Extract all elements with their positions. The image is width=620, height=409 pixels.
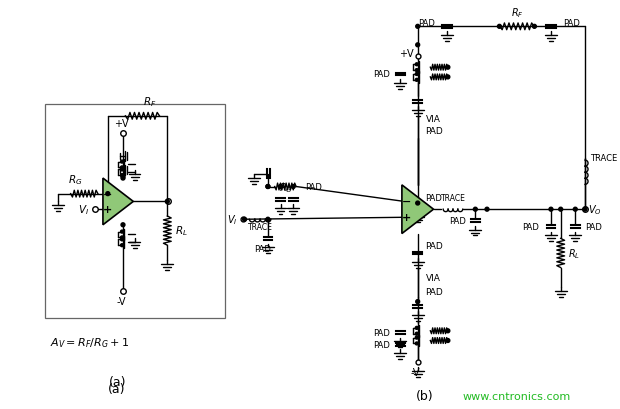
Circle shape <box>120 161 123 164</box>
Circle shape <box>106 192 110 196</box>
Circle shape <box>416 300 420 304</box>
Text: PAD: PAD <box>425 241 443 250</box>
Text: PAD: PAD <box>374 340 391 349</box>
Circle shape <box>485 208 489 211</box>
Text: PAD: PAD <box>585 222 602 231</box>
Text: $R_G$: $R_G$ <box>68 173 82 187</box>
Text: (b): (b) <box>415 389 433 402</box>
Text: PAD: PAD <box>374 328 391 337</box>
Circle shape <box>121 223 125 227</box>
Text: $A_V = R_F/R_G + 1$: $A_V = R_F/R_G + 1$ <box>50 336 130 350</box>
Circle shape <box>446 76 450 80</box>
Circle shape <box>266 185 270 189</box>
Text: -V: -V <box>117 296 126 306</box>
Circle shape <box>559 208 562 211</box>
Circle shape <box>266 218 270 222</box>
Circle shape <box>415 73 418 76</box>
Circle shape <box>446 339 450 343</box>
Circle shape <box>120 174 123 177</box>
Text: PAD: PAD <box>374 70 391 79</box>
Circle shape <box>121 177 125 181</box>
Circle shape <box>120 166 123 169</box>
Circle shape <box>416 44 420 47</box>
Circle shape <box>120 238 123 241</box>
Text: PAD: PAD <box>418 19 435 28</box>
Text: (a): (a) <box>107 382 125 395</box>
Text: TRACE: TRACE <box>441 194 466 203</box>
Text: −: − <box>103 189 112 199</box>
Circle shape <box>474 208 477 211</box>
Text: VIA: VIA <box>425 273 440 282</box>
Circle shape <box>415 336 418 339</box>
Circle shape <box>242 218 247 222</box>
Circle shape <box>415 79 418 82</box>
Text: $V_O$: $V_O$ <box>588 203 601 217</box>
Bar <box>45 105 225 318</box>
Text: +V: +V <box>399 49 414 58</box>
Text: PAD: PAD <box>523 222 539 231</box>
Text: TRACE: TRACE <box>247 222 273 231</box>
Circle shape <box>574 208 577 211</box>
Text: PAD: PAD <box>305 182 322 191</box>
Circle shape <box>549 208 553 211</box>
Text: www.cntronics.com: www.cntronics.com <box>463 391 571 401</box>
Text: −: − <box>402 197 412 207</box>
Circle shape <box>497 25 502 29</box>
Circle shape <box>120 169 123 171</box>
Circle shape <box>415 327 418 330</box>
Text: $R_L$: $R_L$ <box>175 224 188 238</box>
Text: PAD: PAD <box>425 127 443 135</box>
Text: PAD: PAD <box>449 217 466 226</box>
Circle shape <box>291 185 295 189</box>
Text: -V: -V <box>411 367 420 377</box>
Text: $R_L$: $R_L$ <box>569 247 580 260</box>
Circle shape <box>583 208 587 211</box>
Text: $V_I$: $V_I$ <box>78 203 89 217</box>
Text: (a): (a) <box>109 375 127 388</box>
Text: +: + <box>402 213 412 223</box>
Text: TRACE: TRACE <box>590 154 617 163</box>
Circle shape <box>416 202 420 205</box>
Circle shape <box>121 175 125 179</box>
Text: PAD: PAD <box>425 193 442 202</box>
Circle shape <box>278 185 283 189</box>
Text: +V: +V <box>113 119 128 129</box>
Polygon shape <box>103 179 133 225</box>
Circle shape <box>415 333 418 335</box>
Text: PAD: PAD <box>255 245 272 254</box>
Text: $R_F$: $R_F$ <box>510 6 523 20</box>
Polygon shape <box>402 185 433 234</box>
Circle shape <box>120 244 123 247</box>
Circle shape <box>446 66 450 70</box>
Circle shape <box>120 231 123 234</box>
Circle shape <box>166 200 169 204</box>
Circle shape <box>446 329 450 333</box>
Text: PAD: PAD <box>425 288 443 297</box>
Circle shape <box>415 342 418 345</box>
Circle shape <box>533 25 536 29</box>
Text: $R_G$: $R_G$ <box>278 181 292 195</box>
Circle shape <box>266 185 270 189</box>
Text: +: + <box>103 204 112 215</box>
Text: $R_F$: $R_F$ <box>143 95 156 109</box>
Text: VIA: VIA <box>425 115 440 124</box>
Text: $V_I$: $V_I$ <box>228 213 237 227</box>
Circle shape <box>415 70 418 72</box>
Text: PAD: PAD <box>562 19 580 28</box>
Circle shape <box>415 64 418 67</box>
Circle shape <box>416 25 420 29</box>
Circle shape <box>120 236 123 239</box>
